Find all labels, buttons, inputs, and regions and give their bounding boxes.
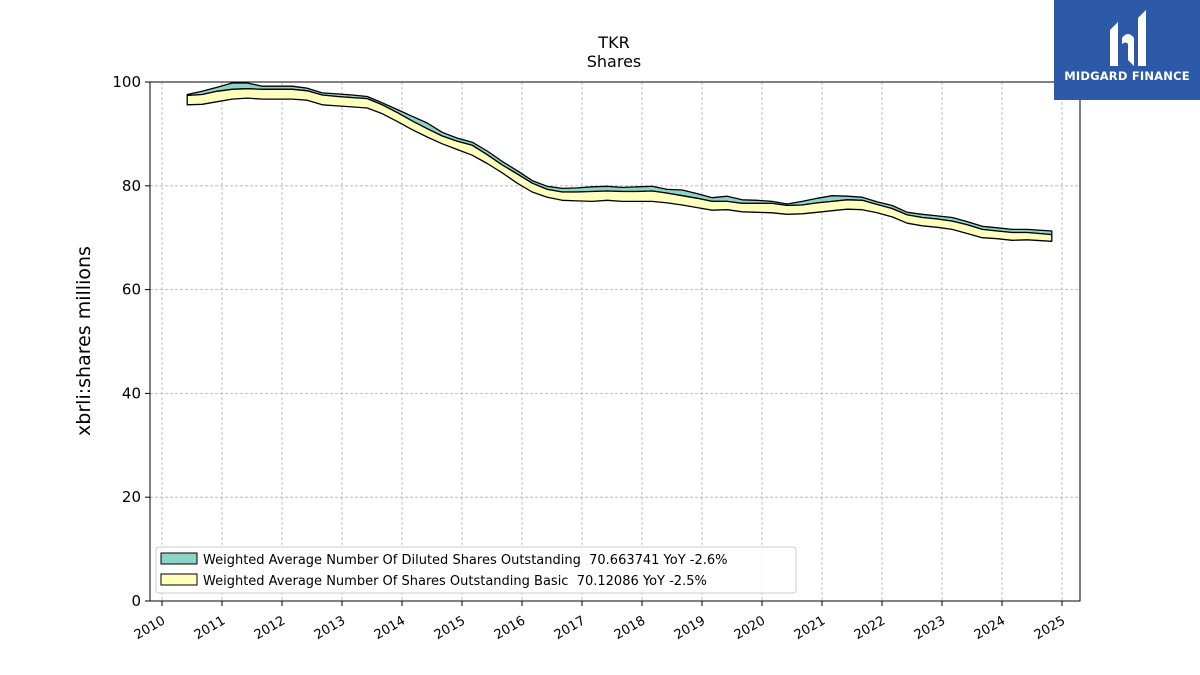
x-tick-label: 2015 bbox=[432, 613, 468, 643]
series-area-diluted bbox=[186, 82, 1053, 236]
legend-swatch-basic bbox=[160, 573, 198, 586]
x-tick-label: 2018 bbox=[612, 613, 648, 643]
y-tick-label: 0 bbox=[131, 592, 141, 610]
legend: Weighted Average Number Of Diluted Share… bbox=[155, 546, 797, 594]
x-tick-label: 2017 bbox=[552, 613, 588, 643]
logo-mark-icon bbox=[1110, 10, 1146, 66]
y-tick-label: 60 bbox=[122, 281, 141, 299]
y-tick-label: 100 bbox=[112, 73, 141, 91]
plot-frame bbox=[149, 81, 1081, 602]
grid bbox=[150, 81, 1080, 602]
logo-text: MIDGARD FINANCE bbox=[1064, 69, 1190, 83]
series-fills bbox=[186, 82, 1053, 242]
y-tick-label: 80 bbox=[122, 177, 141, 195]
y-tick-label: 20 bbox=[122, 488, 141, 506]
legend-label-basic: Weighted Average Number Of Shares Outsta… bbox=[203, 574, 707, 589]
y-axis-label: xbrli:shares millions bbox=[73, 246, 95, 436]
x-tick-label: 2024 bbox=[972, 613, 1008, 643]
x-axis: 2010 2011 2012 2013 2014 2015 2016 2017 2018 2019… bbox=[132, 601, 1068, 643]
x-tick-label: 2020 bbox=[732, 613, 768, 643]
chart-title: TKR bbox=[597, 33, 629, 52]
x-tick-label: 2021 bbox=[792, 613, 828, 643]
x-tick-label: 2011 bbox=[192, 613, 228, 643]
brand-logo: MIDGARD FINANCE bbox=[1054, 0, 1200, 100]
chart-subtitle: Shares bbox=[587, 52, 642, 71]
legend-swatch-diluted bbox=[160, 552, 198, 565]
x-tick-label: 2010 bbox=[132, 613, 168, 643]
x-tick-label: 2016 bbox=[492, 613, 528, 643]
legend-label-diluted: Weighted Average Number Of Diluted Share… bbox=[203, 553, 728, 568]
x-tick-label: 2023 bbox=[912, 613, 948, 643]
x-tick-label: 2025 bbox=[1032, 613, 1068, 643]
series-area-basic bbox=[186, 88, 1053, 242]
x-tick-label: 2022 bbox=[852, 613, 888, 643]
legend-box bbox=[155, 546, 797, 594]
y-axis: 0 20 40 60 80 100 bbox=[112, 73, 150, 610]
x-tick-label: 2014 bbox=[372, 613, 408, 643]
x-tick-label: 2012 bbox=[252, 613, 288, 643]
x-tick-label: 2019 bbox=[672, 613, 708, 643]
y-tick-label: 40 bbox=[122, 384, 141, 402]
x-tick-label: 2013 bbox=[312, 613, 348, 643]
